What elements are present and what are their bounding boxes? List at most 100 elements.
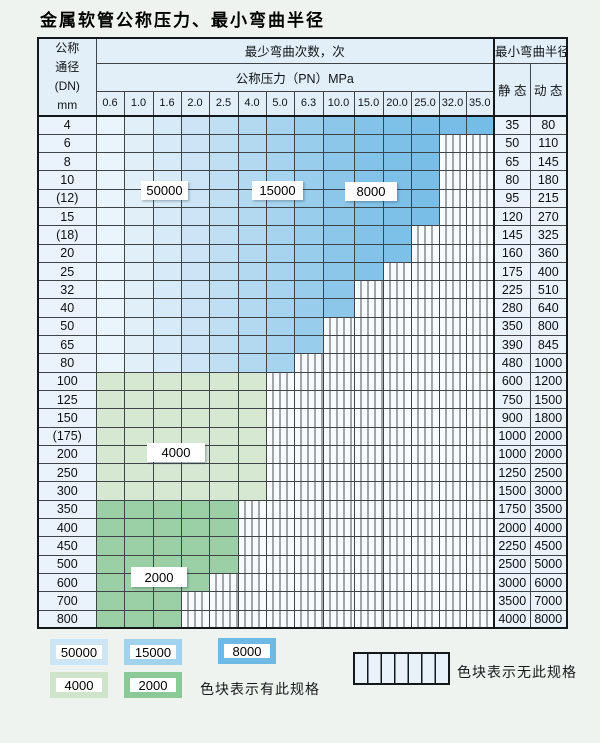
no-spec-cell	[465, 572, 495, 593]
no-spec-cell	[237, 499, 267, 520]
spec-cell	[208, 298, 239, 318]
no-spec-cell	[382, 408, 412, 428]
spec-cell	[95, 261, 125, 282]
no-spec-cell	[438, 298, 467, 318]
no-spec-cell	[410, 371, 440, 391]
spec-cell	[95, 225, 125, 245]
dn-label: 600	[37, 572, 97, 593]
static-radius-value: 3000	[493, 572, 531, 593]
spec-cell	[208, 243, 239, 263]
static-radius-value: 160	[493, 243, 531, 263]
no-spec-cell	[293, 463, 324, 483]
region-label-4000: 4000	[147, 443, 205, 462]
spec-cell	[293, 280, 324, 300]
spec-cell	[123, 280, 154, 300]
spec-cell	[152, 536, 182, 556]
no-spec-cell	[293, 353, 324, 373]
spec-cell	[208, 316, 239, 337]
table-row: (175) 1000 2000	[37, 426, 568, 446]
spec-cell	[208, 426, 239, 446]
no-spec-cell	[465, 316, 495, 337]
no-spec-cell	[438, 554, 467, 574]
no-spec-cell	[465, 536, 495, 556]
spec-cell	[208, 481, 239, 501]
spec-cell	[237, 335, 267, 355]
spec-cell	[293, 261, 324, 282]
no-spec-cell	[438, 225, 467, 245]
no-spec-cell	[237, 572, 267, 593]
static-radius-value: 2250	[493, 536, 531, 556]
no-spec-cell	[465, 133, 495, 154]
static-radius-value: 480	[493, 353, 531, 373]
no-spec-cell	[465, 298, 495, 318]
dn-label: 800	[37, 609, 97, 629]
no-spec-cell	[465, 188, 495, 208]
spec-cell	[322, 243, 355, 263]
spec-cell	[180, 389, 210, 410]
spec-cell	[95, 518, 125, 538]
no-spec-cell	[410, 389, 440, 410]
dynamic-radius-value: 5000	[529, 554, 568, 574]
spec-cell	[410, 133, 440, 154]
spec-cell	[123, 371, 154, 391]
dn-label: 10	[37, 170, 97, 190]
no-spec-cell	[353, 371, 384, 391]
no-spec-cell	[382, 518, 412, 538]
spec-cell	[123, 335, 154, 355]
spec-cell	[123, 115, 154, 135]
no-spec-cell	[265, 518, 295, 538]
spec-cell	[237, 463, 267, 483]
spec-cell	[382, 133, 412, 154]
static-radius-value: 1000	[493, 444, 531, 465]
no-spec-cell	[322, 316, 355, 337]
no-spec-cell	[293, 408, 324, 428]
table-row: 65 390 845	[37, 335, 568, 355]
no-spec-cell	[265, 536, 295, 556]
dn-label: 32	[37, 280, 97, 300]
no-spec-cell	[237, 554, 267, 574]
spec-cell	[208, 408, 239, 428]
spec-cell	[353, 152, 384, 172]
dn-label: (18)	[37, 225, 97, 245]
spec-cell	[95, 115, 125, 135]
spec-cell	[353, 115, 384, 135]
spec-cell	[237, 353, 267, 373]
no-spec-cell	[353, 335, 384, 355]
static-radius-value: 95	[493, 188, 531, 208]
dn-header-line: (DN)	[54, 79, 80, 93]
dynamic-radius-value: 1000	[529, 353, 568, 373]
dn-label: 8	[37, 152, 97, 172]
no-spec-cell	[410, 499, 440, 520]
no-spec-cell	[438, 133, 467, 154]
spec-cell	[382, 225, 412, 245]
no-spec-cell	[293, 554, 324, 574]
no-spec-cell	[353, 298, 384, 318]
spec-cell	[95, 499, 125, 520]
pressure-tick: 0.6	[95, 90, 125, 117]
dn-header-line: 通径	[55, 60, 80, 74]
no-spec-cell	[353, 591, 384, 611]
pressure-ticks-row: 0.6 1.0 1.6 2.0 2.5 4.0 5.0 6.3 10.0 15.0 20.0 25.0…	[38, 90, 567, 117]
no-spec-cell	[382, 481, 412, 501]
no-spec-cell	[322, 408, 355, 428]
spec-cell	[95, 481, 125, 501]
legend-note-has-spec: 色块表示有此规格	[200, 681, 320, 697]
spec-cell	[237, 206, 267, 227]
no-spec-cell	[382, 280, 412, 300]
dynamic-radius-value: 2500	[529, 463, 568, 483]
spec-cell	[152, 371, 182, 391]
no-spec-cell	[353, 609, 384, 629]
spec-cell	[265, 152, 295, 172]
spec-cell	[123, 261, 154, 282]
spec-cell	[95, 316, 125, 337]
no-spec-cell	[293, 444, 324, 465]
no-spec-cell	[465, 152, 495, 172]
region-label-15000: 15000	[252, 181, 303, 200]
no-spec-cell	[465, 225, 495, 245]
static-header: 静 态	[493, 62, 531, 117]
spec-cell	[322, 115, 355, 135]
no-spec-cell	[438, 170, 467, 190]
dynamic-radius-value: 4000	[529, 518, 568, 538]
no-spec-cell	[410, 554, 440, 574]
spec-cell	[322, 206, 355, 227]
